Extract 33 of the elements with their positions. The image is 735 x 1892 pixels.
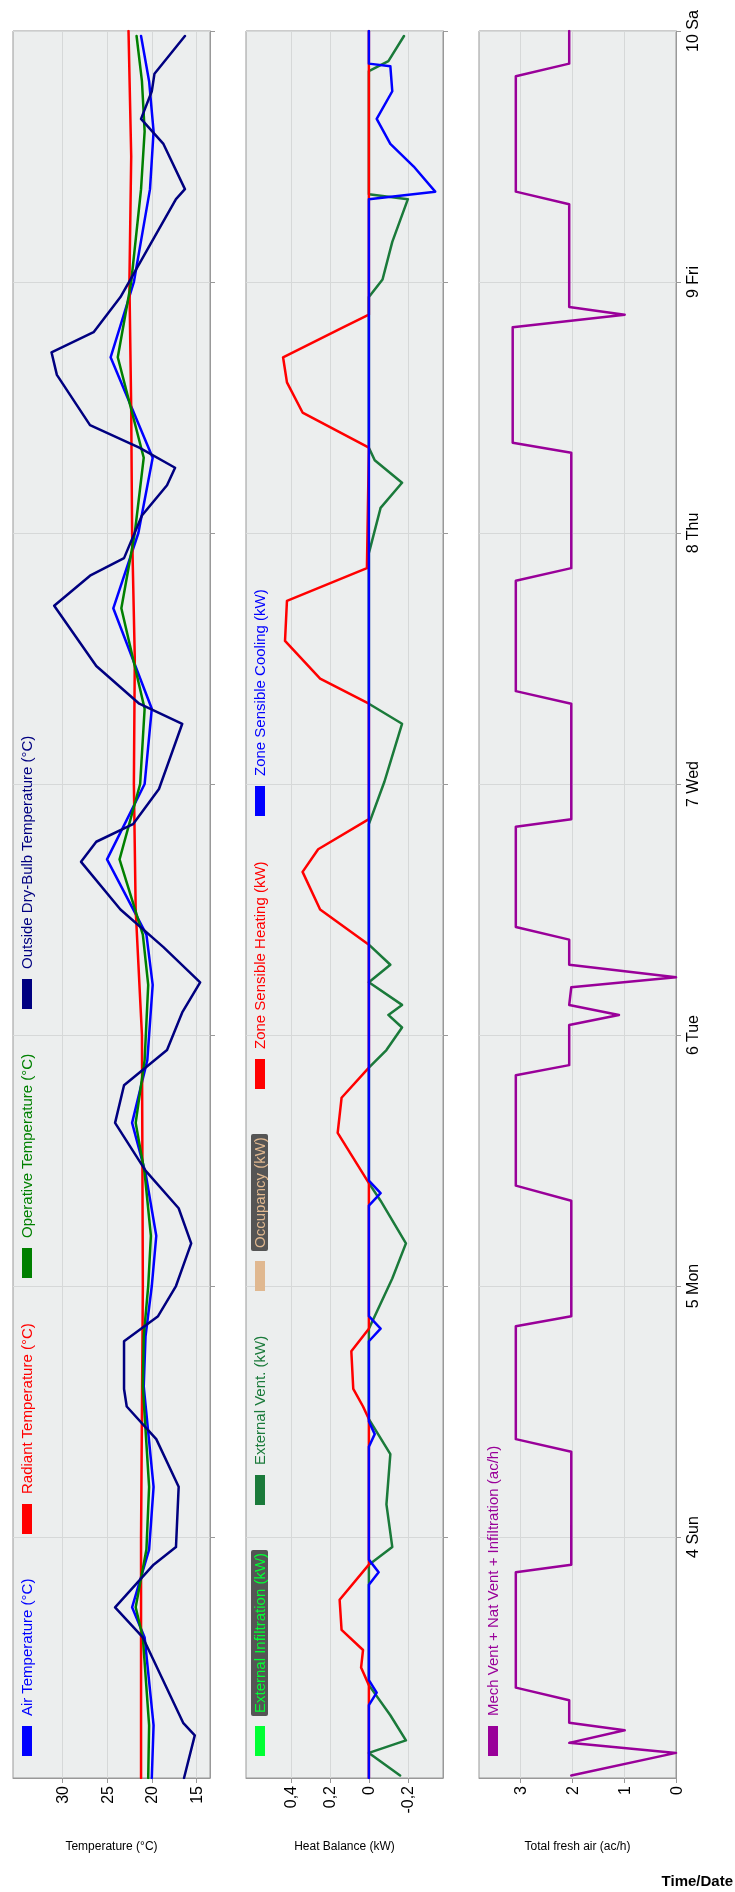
x-tick-label: 0 xyxy=(667,1785,685,1795)
x-axis-title: Heat Balance (kW) xyxy=(294,1839,395,1853)
y-tick-label: 6 Tue xyxy=(683,1014,701,1056)
x-tick-label: 20 xyxy=(143,1785,161,1804)
text: Outside Dry-Bulb Temperature (°C) xyxy=(18,735,35,969)
y-tick-label: 10 Sa xyxy=(683,9,701,52)
text: External Vent. (kW) xyxy=(251,1335,268,1465)
x-axis-title: Temperature (°C) xyxy=(65,1839,158,1853)
x-tick-label: -0,2 xyxy=(399,1785,417,1814)
text: Air Temperature (°C) xyxy=(18,1578,35,1716)
y-tick-label: 4 Sun xyxy=(683,1516,701,1558)
x-tick-label: 2 xyxy=(563,1785,581,1795)
y-tick-label: 8 Thu xyxy=(683,512,701,554)
text: Zone Sensible Cooling (kW) xyxy=(251,589,268,776)
y-tick-label: 7 Wed xyxy=(683,761,701,807)
y-tick-label: 9 Fri xyxy=(683,266,701,299)
text: Zone Sensible Heating (kW) xyxy=(251,861,268,1049)
text: Time/Date xyxy=(661,1872,733,1889)
text: Operative Temperature (°C) xyxy=(18,1053,35,1238)
text: Mech Vent + Nat Vent + Infiltration (ac/h) xyxy=(484,1445,501,1716)
legend-label: Occupancy (kW) xyxy=(251,1134,268,1251)
y-tick-label: 5 Mon xyxy=(683,1263,701,1309)
text: Radiant Temperature (°C) xyxy=(18,1323,35,1494)
x-tick-label: 3 xyxy=(511,1785,529,1795)
legend-label: External Infiltration (kW) xyxy=(251,1549,268,1716)
x-tick-label: 1 xyxy=(615,1785,633,1795)
x-axis-title: Total fresh air (ac/h) xyxy=(524,1839,631,1853)
x-tick-label: 0,2 xyxy=(321,1785,339,1809)
x-tick-label: 0,4 xyxy=(282,1785,300,1809)
x-tick-label: 0 xyxy=(360,1785,378,1795)
x-tick-label: 30 xyxy=(53,1785,71,1804)
x-tick-label: 15 xyxy=(188,1785,206,1804)
x-tick-label: 25 xyxy=(98,1785,116,1804)
